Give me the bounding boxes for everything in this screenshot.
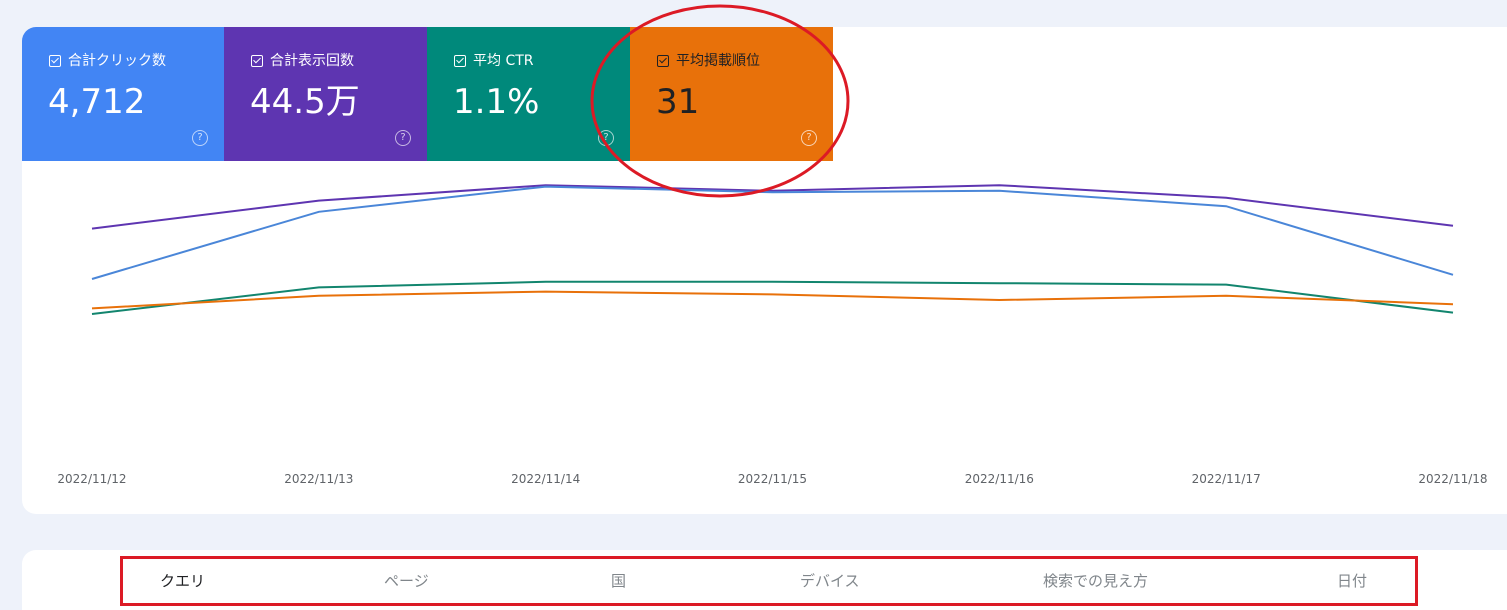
dimension-tabs-card: クエリ ページ 国 デバイス 検索での見え方 日付 <box>22 550 1507 610</box>
checkbox-icon[interactable] <box>251 55 263 67</box>
metric-average-ctr[interactable]: 平均 CTR 1.1% ? <box>427 27 630 161</box>
checkbox-icon[interactable] <box>454 55 466 67</box>
checkbox-icon[interactable] <box>49 55 61 67</box>
metric-label: 合計表示回数 <box>270 53 354 69</box>
tab-date[interactable]: 日付 <box>1337 572 1368 590</box>
help-icon[interactable]: ? <box>395 130 411 146</box>
tab-search-appearance[interactable]: 検索での見え方 <box>1043 572 1149 590</box>
metric-value: 4,712 <box>48 82 146 122</box>
tab-country[interactable]: 国 <box>611 572 627 590</box>
metric-label: 平均掲載順位 <box>676 53 760 69</box>
help-icon[interactable]: ? <box>598 130 614 146</box>
help-icon[interactable]: ? <box>192 130 208 146</box>
tab-device[interactable]: デバイス <box>800 572 860 590</box>
checkbox-icon[interactable] <box>657 55 669 67</box>
help-icon[interactable]: ? <box>801 130 817 146</box>
metric-label: 合計クリック数 <box>68 53 166 69</box>
metric-value: 1.1% <box>453 82 540 122</box>
metric-value: 31 <box>656 82 700 122</box>
annotation-rectangle <box>120 556 1418 606</box>
metric-label: 平均 CTR <box>473 53 534 69</box>
metric-average-position[interactable]: 平均掲載順位 31 ? <box>630 27 833 161</box>
tab-page[interactable]: ページ <box>384 572 429 590</box>
metric-value: 44.5万 <box>250 82 360 122</box>
metric-cards: 合計クリック数 4,712 ? 合計表示回数 44.5万 ? 平均 CTR 1.… <box>22 27 833 161</box>
metric-total-clicks[interactable]: 合計クリック数 4,712 ? <box>22 27 224 161</box>
tab-query[interactable]: クエリ <box>160 572 206 590</box>
metric-total-impressions[interactable]: 合計表示回数 44.5万 ? <box>224 27 427 161</box>
performance-card: 合計クリック数 4,712 ? 合計表示回数 44.5万 ? 平均 CTR 1.… <box>22 27 1507 514</box>
